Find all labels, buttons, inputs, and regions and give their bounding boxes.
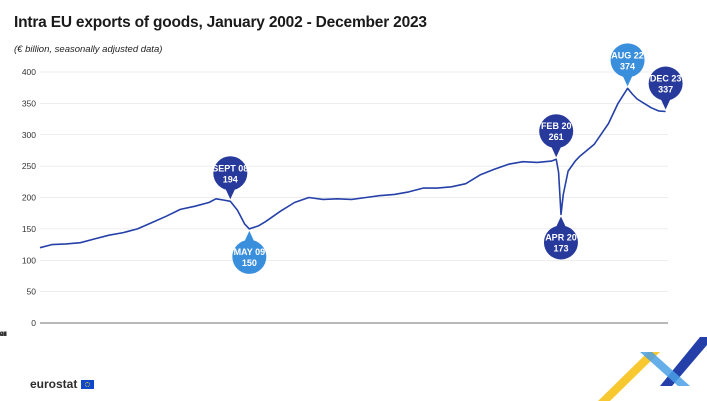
x-tick-label: 2005 xyxy=(0,332,7,338)
y-tick-label: 150 xyxy=(22,224,36,234)
x-tick-label: 2019 xyxy=(0,332,7,338)
callout-bubble xyxy=(232,239,267,274)
callout-value: 261 xyxy=(549,132,564,142)
x-tick-label: 2012 xyxy=(0,332,7,338)
callout-label: MAY 09 xyxy=(234,247,266,257)
x-tick-label: 2010 xyxy=(0,332,7,338)
x-tick-label: 2003 xyxy=(0,332,7,338)
x-tick-label: 2007 xyxy=(0,332,7,338)
x-tick-label: 2020 xyxy=(0,332,7,338)
callout-bubble xyxy=(648,66,683,101)
y-tick-label: 50 xyxy=(27,287,37,297)
series-line xyxy=(39,87,666,249)
y-tick-label: 200 xyxy=(22,193,36,203)
x-tick-label: 2015 xyxy=(0,332,7,338)
x-tick-label: 2008 xyxy=(0,332,7,338)
x-tick-label: 2023 xyxy=(0,332,7,338)
logo-text: eurostat xyxy=(30,377,78,391)
x-tick-label: 2022 xyxy=(0,332,7,338)
y-tick-label: 300 xyxy=(22,130,36,140)
y-tick-label: 350 xyxy=(22,98,36,108)
callout-value: 337 xyxy=(658,85,673,95)
callout-label: DEC 23 xyxy=(650,74,682,84)
x-tick-label: 2014 xyxy=(0,332,7,338)
callout-bubble xyxy=(539,114,574,149)
x-tick-label: 2018 xyxy=(0,332,7,338)
eurostat-logo: eurostat xyxy=(30,377,95,391)
y-tick-label: 250 xyxy=(22,161,36,171)
callout-bubble xyxy=(543,225,578,260)
callout-value: 194 xyxy=(223,174,238,184)
eu-flag-icon xyxy=(81,379,95,389)
callout-value: 374 xyxy=(620,61,635,71)
y-tick-label: 100 xyxy=(22,255,36,265)
y-tick-label: 0 xyxy=(31,318,36,328)
decor-chevron-blue xyxy=(660,337,707,386)
x-tick-label: 2004 xyxy=(0,332,7,338)
callout-label: SEPT 08 xyxy=(212,163,248,173)
callout-value: 150 xyxy=(242,258,257,268)
callout-bubble xyxy=(213,156,248,191)
callout-label: APR 20 xyxy=(545,232,577,242)
decor-chevron-yellow xyxy=(598,352,660,401)
y-tick-label: 400 xyxy=(22,67,36,77)
callout-value: 173 xyxy=(553,243,568,253)
x-tick-label: 2002 xyxy=(0,332,7,338)
chart-title: Intra EU exports of goods, January 2002 … xyxy=(14,14,427,31)
x-tick-label: 2006 xyxy=(0,332,7,338)
x-tick-label: 2013 xyxy=(0,332,7,338)
x-tick-label: 2011 xyxy=(0,332,7,338)
callout-label: AUG 22 xyxy=(611,50,644,60)
chart-subtitle: (€ billion, seasonally adjusted data) xyxy=(14,44,163,55)
x-tick-label: 2016 xyxy=(0,332,7,338)
callout-bubble xyxy=(610,43,645,78)
callout-label: FEB 20 xyxy=(541,121,572,131)
x-tick-label: 2009 xyxy=(0,332,7,338)
decor-chevron-light xyxy=(640,352,690,386)
